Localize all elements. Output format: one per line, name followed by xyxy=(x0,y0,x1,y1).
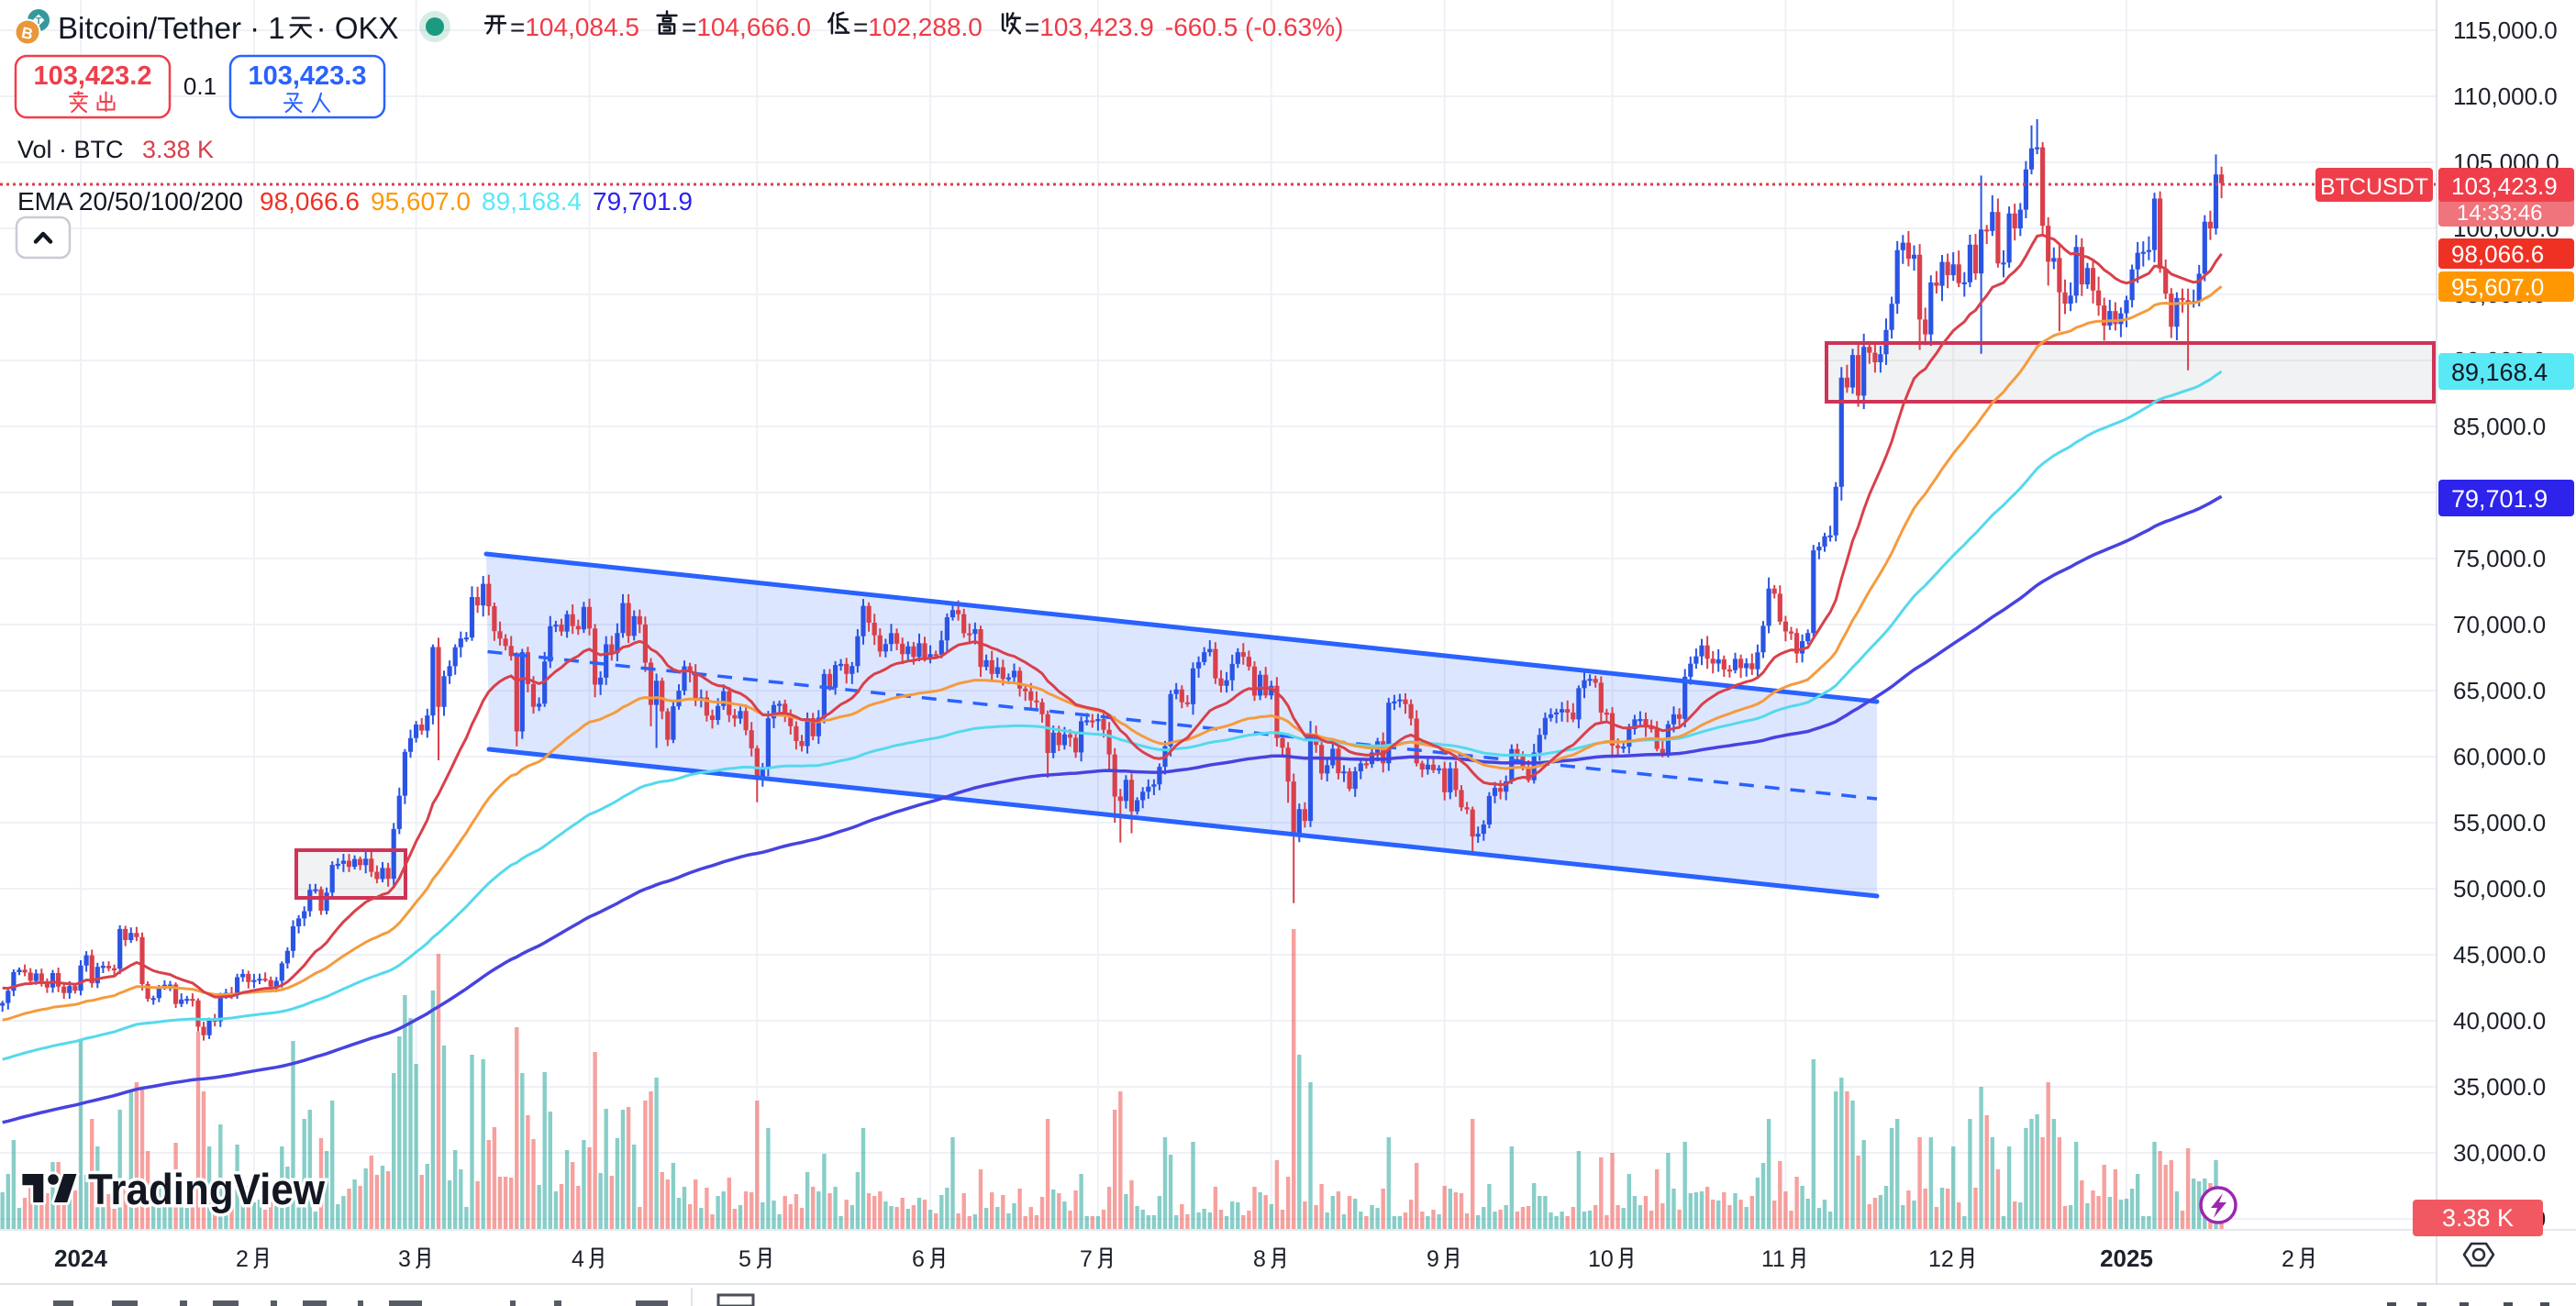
svg-text:115,000.0: 115,000.0 xyxy=(2453,17,2558,44)
svg-text:104,084.5: 104,084.5 xyxy=(525,13,639,41)
svg-text:3.38 K: 3.38 K xyxy=(142,136,214,163)
svg-text:103,423.9: 103,423.9 xyxy=(2451,172,2558,200)
svg-text:3.38 K: 3.38 K xyxy=(2442,1204,2514,1232)
svg-text:5: 5 xyxy=(738,1246,751,1272)
svg-text:T: T xyxy=(36,17,41,27)
svg-text:10: 10 xyxy=(1588,1246,1614,1272)
svg-text:55,000.0: 55,000.0 xyxy=(2453,809,2546,836)
svg-text:BTCUSDT: BTCUSDT xyxy=(2320,174,2428,200)
svg-text:EMA 20/50/100/200: EMA 20/50/100/200 xyxy=(17,187,243,216)
svg-text:103,423.2: 103,423.2 xyxy=(33,61,151,91)
svg-text:89,168.4: 89,168.4 xyxy=(482,187,582,216)
svg-text:95,607.0: 95,607.0 xyxy=(2451,273,2544,301)
svg-text:14:33:46: 14:33:46 xyxy=(2457,201,2542,226)
svg-text:104,666.0: 104,666.0 xyxy=(696,13,811,41)
svg-text:Bitcoin/Tether · 1: Bitcoin/Tether · 1 xyxy=(58,11,285,45)
svg-text:89,168.4: 89,168.4 xyxy=(2451,359,2548,386)
svg-text:12: 12 xyxy=(1928,1246,1954,1272)
svg-text:103,423.3: 103,423.3 xyxy=(248,61,366,91)
svg-text:103,423.9: 103,423.9 xyxy=(1039,13,1154,41)
svg-text:102,288.0: 102,288.0 xyxy=(868,13,983,41)
svg-text:45,000.0: 45,000.0 xyxy=(2453,941,2546,968)
svg-text:7: 7 xyxy=(1080,1246,1093,1272)
svg-text:30,000.0: 30,000.0 xyxy=(2453,1139,2546,1167)
svg-text:35,000.0: 35,000.0 xyxy=(2453,1073,2546,1101)
svg-text:79,701.9: 79,701.9 xyxy=(593,187,693,216)
svg-text:TradingView: TradingView xyxy=(88,1165,325,1213)
svg-text:98,066.6: 98,066.6 xyxy=(260,187,360,216)
svg-text:2025: 2025 xyxy=(2100,1245,2153,1272)
svg-text:95,607.0: 95,607.0 xyxy=(371,187,471,216)
svg-text:9: 9 xyxy=(1427,1246,1439,1272)
svg-text:Vol · BTC: Vol · BTC xyxy=(17,136,124,163)
svg-text:4: 4 xyxy=(572,1246,584,1272)
svg-text:110,000.0: 110,000.0 xyxy=(2453,83,2558,110)
svg-text:8: 8 xyxy=(1253,1246,1266,1272)
svg-text:B: B xyxy=(20,24,35,43)
svg-text:65,000.0: 65,000.0 xyxy=(2453,677,2546,704)
svg-text:=: = xyxy=(853,13,868,41)
svg-text:40,000.0: 40,000.0 xyxy=(2453,1007,2546,1035)
svg-text:3: 3 xyxy=(398,1246,411,1272)
svg-text:75,000.0: 75,000.0 xyxy=(2453,545,2546,572)
svg-text:-660.5 (-0.63%): -660.5 (-0.63%) xyxy=(1165,13,1344,41)
svg-text:50,000.0: 50,000.0 xyxy=(2453,875,2546,902)
svg-text:85,000.0: 85,000.0 xyxy=(2453,413,2546,440)
svg-text:6: 6 xyxy=(912,1246,925,1272)
svg-text:2: 2 xyxy=(236,1246,249,1272)
svg-text:70,000.0: 70,000.0 xyxy=(2453,611,2546,638)
svg-text:60,000.0: 60,000.0 xyxy=(2453,743,2546,770)
svg-text:2024: 2024 xyxy=(54,1245,107,1272)
svg-text:0.1: 0.1 xyxy=(183,72,217,100)
svg-text:=: = xyxy=(682,13,696,41)
svg-text:11: 11 xyxy=(1761,1246,1785,1272)
svg-text:98,066.6: 98,066.6 xyxy=(2451,240,2544,268)
svg-text:=: = xyxy=(1025,13,1039,41)
svg-text:79,701.9: 79,701.9 xyxy=(2451,485,2548,513)
svg-text:2: 2 xyxy=(2282,1246,2294,1272)
svg-text:· OKX: · OKX xyxy=(316,11,399,45)
svg-text:=: = xyxy=(510,13,525,41)
